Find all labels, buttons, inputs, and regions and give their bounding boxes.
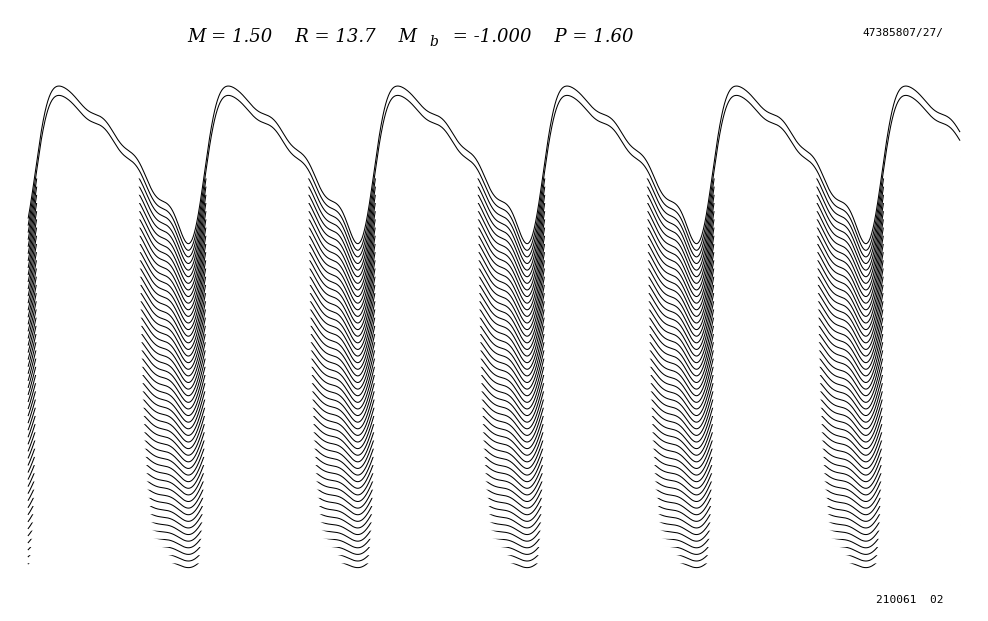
Text: b: b: [430, 35, 439, 50]
Text: 210061  02: 210061 02: [876, 596, 944, 605]
Text: = -1.000    P = 1.60: = -1.000 P = 1.60: [447, 28, 633, 46]
Text: 47385807/27/: 47385807/27/: [863, 28, 944, 38]
Text: M = 1.50    R = 13.7    M: M = 1.50 R = 13.7 M: [188, 28, 418, 46]
